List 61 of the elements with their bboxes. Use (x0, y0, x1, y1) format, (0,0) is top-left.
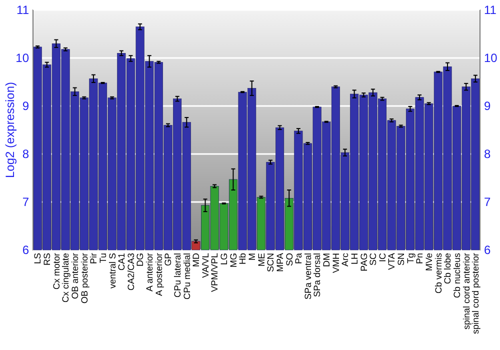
y2-tick-label: 8 (484, 147, 491, 162)
y-tick-label: 9 (22, 99, 30, 114)
x-tick-label: Tu (98, 253, 108, 264)
x-tick-label: OB anterior (70, 253, 80, 300)
x-tick-label: Pn (414, 253, 425, 264)
y-tick-label: 8 (22, 147, 30, 162)
x-tick-label: MVe (424, 253, 434, 272)
x-tick-label: LS (32, 253, 43, 264)
x-tick-label: ME (256, 253, 266, 266)
x-tick-label: spinal cord anterior (461, 253, 472, 330)
y-tick-label: 6 (22, 243, 30, 258)
x-tick-label: RS (42, 253, 52, 266)
x-tick-label: SN (396, 253, 406, 266)
x-tick-label: SO (284, 253, 294, 266)
x-tick-label: Cb nucleus (452, 252, 462, 298)
x-tick-label: SPa ventral (302, 253, 313, 300)
x-tick-label: LH (349, 253, 360, 265)
x-tick-label: Pir (88, 253, 99, 264)
y2-tick-label: 9 (484, 99, 491, 114)
x-tick-label: GP (163, 253, 174, 266)
x-tick-label: LG (219, 253, 230, 266)
x-tick-label: Cx motor (51, 253, 62, 290)
y-tick-label: 7 (22, 195, 30, 210)
x-tick-label: ventral S (107, 253, 118, 289)
x-tick-label: MPA (274, 253, 285, 272)
y2-tick-label: 11 (484, 3, 497, 18)
x-tick-label: M (246, 253, 257, 260)
x-tick-label: OB posterior (79, 253, 90, 304)
x-tick-label: Arc (340, 252, 350, 266)
x-tick-label: VMH (330, 253, 341, 273)
x-tick-label: Cb lobe (442, 253, 453, 284)
x-tick-label: VPM/VPL (210, 253, 220, 292)
x-tick-label: CPu lateral (172, 253, 182, 298)
y2-tick-label: 7 (484, 195, 491, 210)
y-tick-label: 10 (16, 51, 30, 66)
x-tick-label: CPu medial (182, 253, 192, 300)
x-tick-label: CA1 (116, 253, 127, 271)
y2-tick-label: 6 (484, 243, 491, 258)
x-tick-label: IC (377, 252, 388, 262)
x-tick-label: PAG (358, 253, 369, 272)
x-tick-label: DG (135, 253, 146, 266)
x-tick-label: spinal cord posterior (470, 253, 481, 334)
x-tick-label: VTA (386, 253, 397, 270)
x-tick-label: Pa (294, 253, 304, 264)
x-tick-label: Hb (238, 253, 248, 265)
x-tick-label: Tg (405, 253, 416, 264)
x-tick-label: CA2/CA3 (126, 253, 136, 291)
x-tick-label: Cx cingulate (60, 253, 71, 303)
x-tick-label: A posterior (154, 253, 164, 296)
x-tick-label: A anterior (144, 253, 155, 292)
y-axis-title: Log2 (expression) (3, 82, 18, 178)
y2-tick-label: 10 (484, 51, 498, 66)
x-tick-label: VA/VL (200, 253, 210, 278)
x-tick-label: Cb vermis (433, 252, 444, 294)
x-tick-label: MD (191, 252, 202, 267)
x-tick-label: MG (228, 253, 238, 268)
x-tick-label: SC (368, 252, 378, 266)
x-tick-label: SPa dorsal (312, 253, 322, 298)
x-tick-label: SCN (266, 253, 276, 272)
y-tick-label: 11 (16, 3, 30, 18)
x-tick-label: DM (322, 253, 332, 267)
